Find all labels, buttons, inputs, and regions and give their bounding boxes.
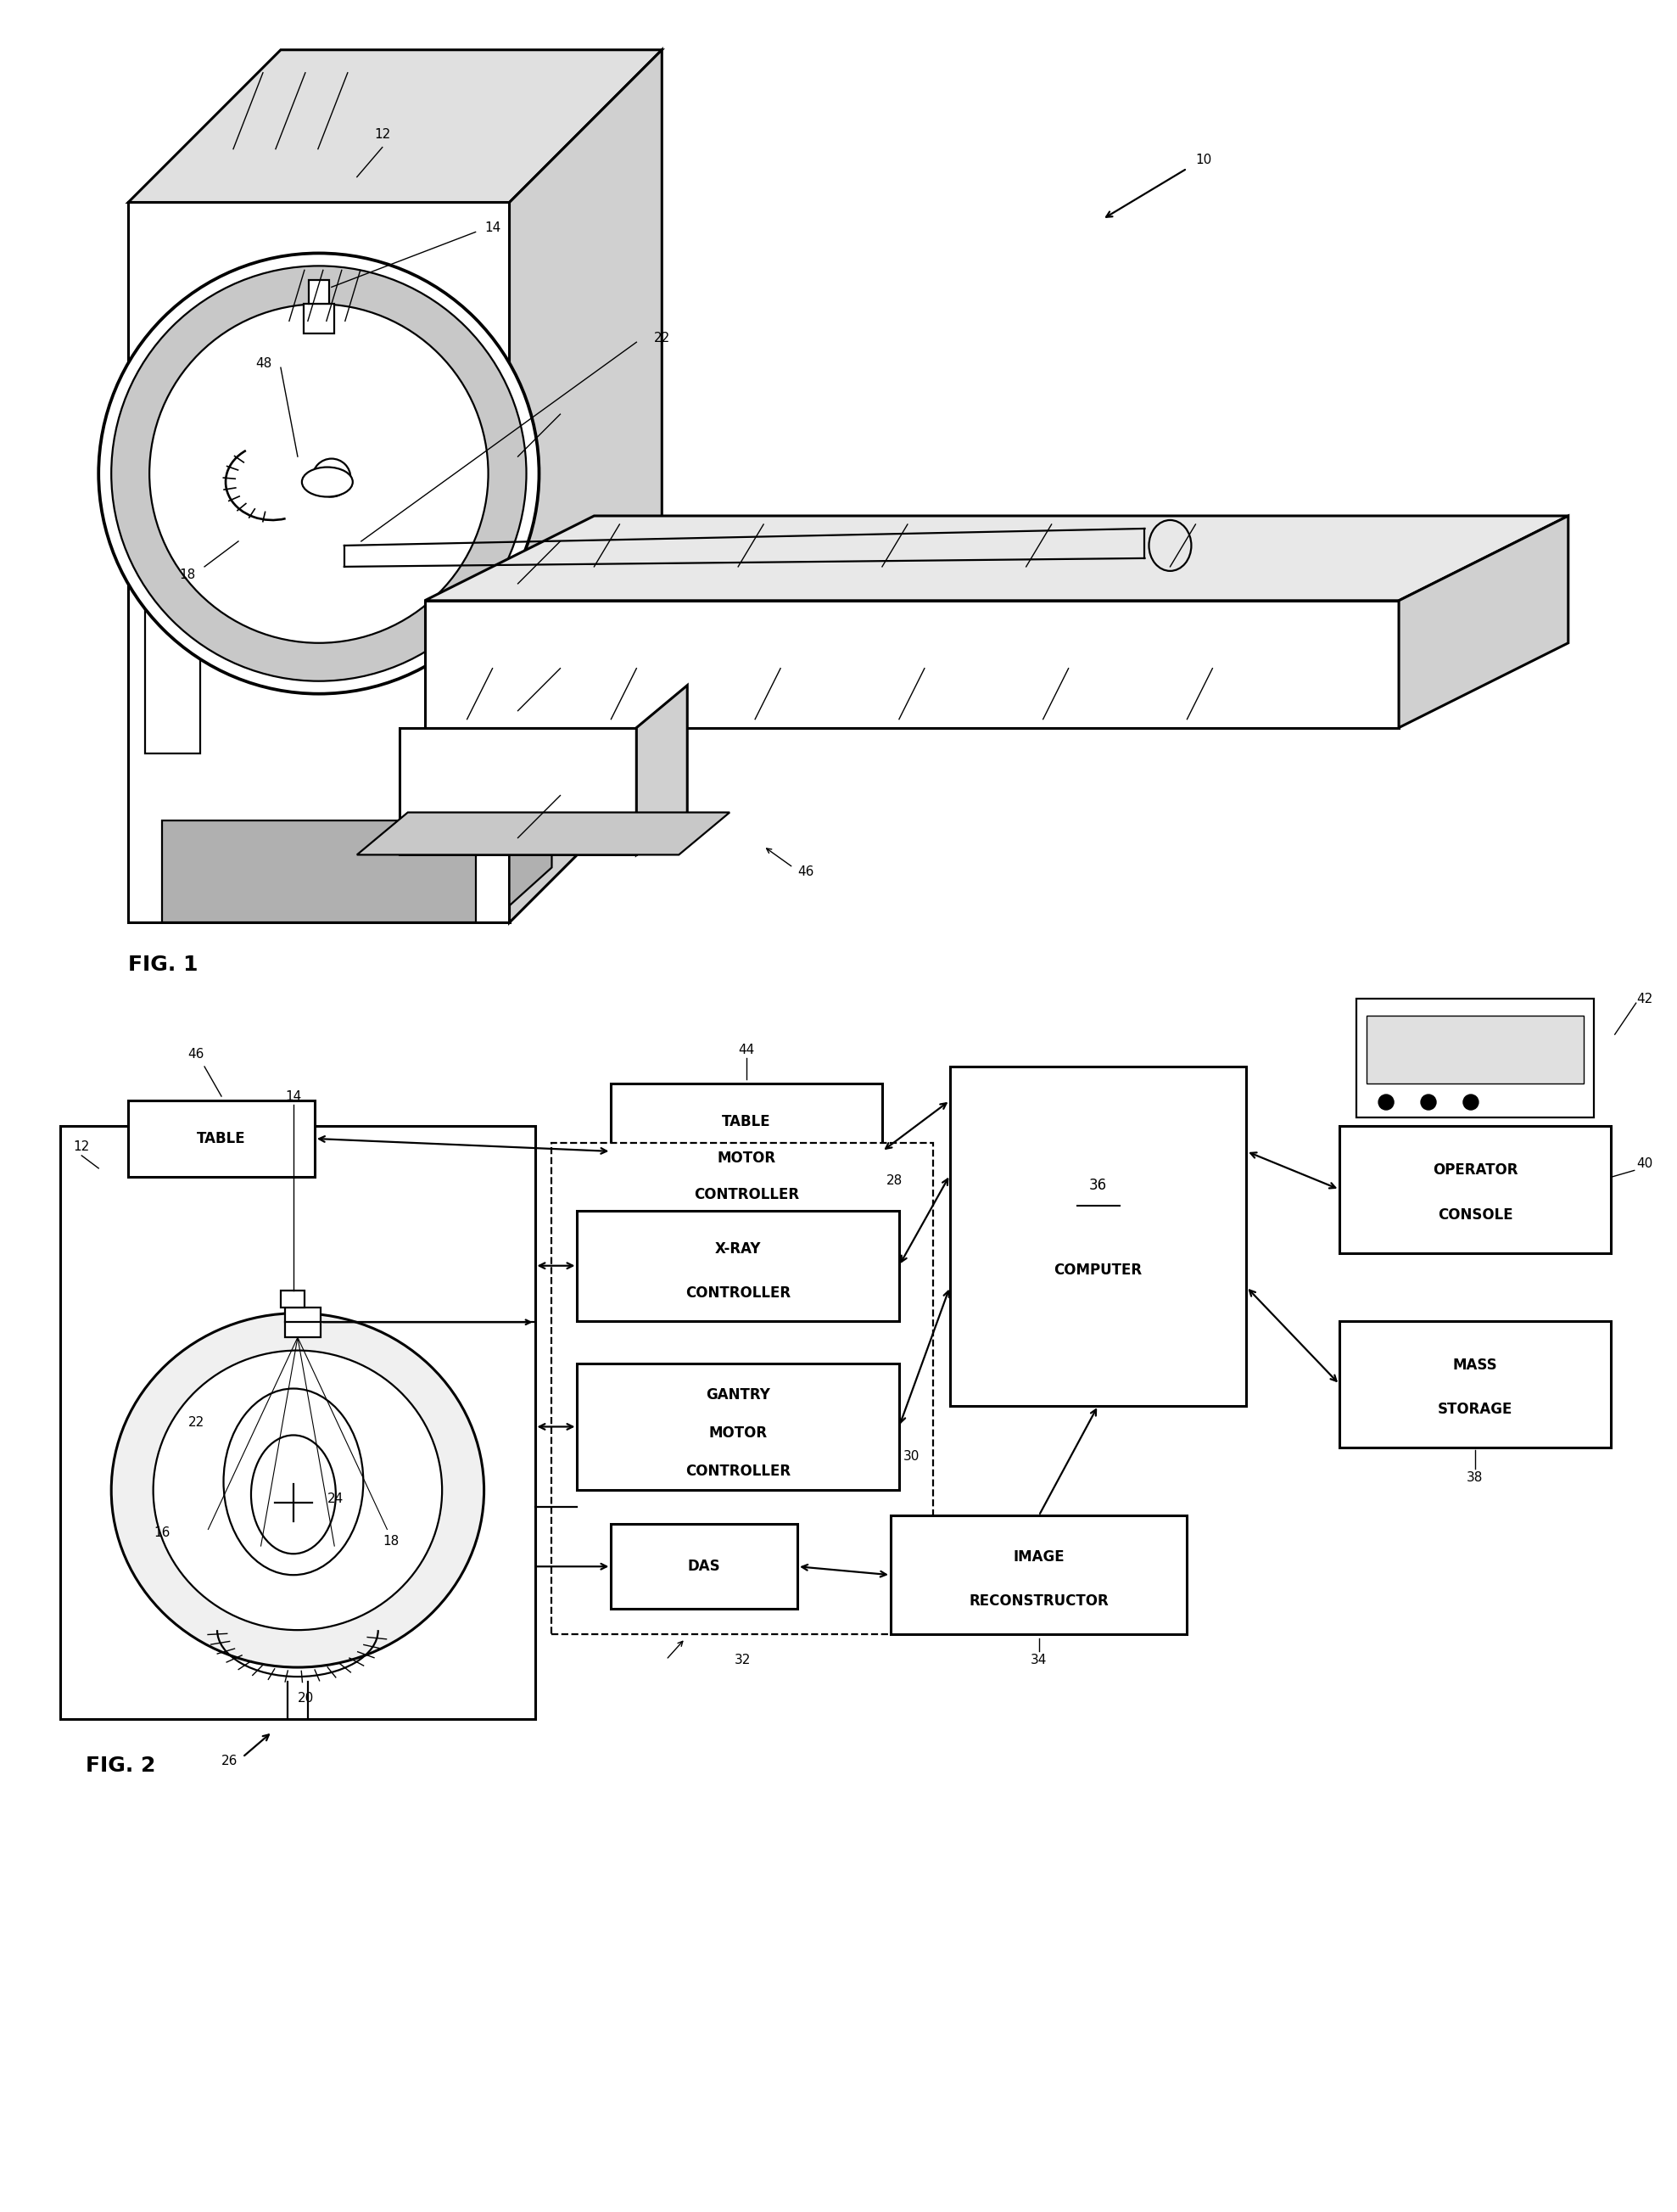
Text: MOTOR: MOTOR — [709, 1425, 768, 1440]
Ellipse shape — [312, 458, 350, 498]
Text: 14: 14 — [285, 1091, 302, 1102]
Bar — [285, 1307, 320, 1338]
Bar — [610, 1084, 882, 1219]
Bar — [280, 1292, 305, 1307]
Text: 22: 22 — [188, 1416, 205, 1429]
Text: CONTROLLER: CONTROLLER — [694, 1188, 800, 1203]
Bar — [1367, 1015, 1583, 1084]
Text: 16: 16 — [154, 1526, 171, 1540]
Text: 28: 28 — [887, 1175, 902, 1188]
Text: RECONSTRUCTOR: RECONSTRUCTOR — [969, 1593, 1108, 1608]
Text: 46: 46 — [188, 1048, 205, 1060]
Polygon shape — [424, 515, 1568, 602]
Polygon shape — [1399, 515, 1568, 728]
Text: MASS: MASS — [1452, 1358, 1498, 1374]
Text: CONTROLLER: CONTROLLER — [686, 1285, 792, 1301]
Text: COMPUTER: COMPUTER — [1053, 1263, 1142, 1279]
Circle shape — [1464, 1095, 1479, 1110]
Circle shape — [99, 252, 538, 695]
Polygon shape — [637, 686, 688, 854]
Ellipse shape — [153, 1352, 443, 1630]
Text: GANTRY: GANTRY — [706, 1387, 770, 1402]
Circle shape — [111, 265, 527, 681]
Bar — [552, 1144, 932, 1635]
Polygon shape — [127, 201, 510, 922]
Bar — [1340, 1126, 1610, 1252]
Bar — [146, 584, 200, 752]
Bar — [1340, 1321, 1610, 1449]
Bar — [304, 303, 334, 334]
Bar — [60, 1126, 535, 1719]
Text: 38: 38 — [1467, 1471, 1482, 1484]
Polygon shape — [510, 801, 552, 905]
Ellipse shape — [252, 1436, 335, 1553]
Bar — [577, 1210, 899, 1321]
Bar — [127, 1102, 315, 1177]
Text: 36: 36 — [1088, 1177, 1107, 1192]
Text: DAS: DAS — [688, 1559, 721, 1575]
Text: TABLE: TABLE — [196, 1130, 247, 1146]
Text: 18: 18 — [179, 568, 196, 582]
Text: STORAGE: STORAGE — [1437, 1402, 1513, 1418]
Polygon shape — [399, 728, 637, 854]
Text: 46: 46 — [798, 865, 813, 878]
Text: 44: 44 — [738, 1044, 755, 1055]
Text: 12: 12 — [374, 128, 391, 142]
Text: IMAGE: IMAGE — [1013, 1551, 1065, 1564]
Bar — [949, 1066, 1246, 1405]
Text: 26: 26 — [221, 1754, 238, 1767]
Ellipse shape — [111, 1314, 485, 1668]
Polygon shape — [127, 51, 662, 201]
Text: 12: 12 — [74, 1141, 91, 1152]
Text: 42: 42 — [1637, 993, 1652, 1004]
Ellipse shape — [302, 467, 352, 498]
Circle shape — [1420, 1095, 1436, 1110]
Ellipse shape — [223, 1389, 364, 1575]
Text: 32: 32 — [735, 1652, 751, 1666]
Text: 40: 40 — [1637, 1157, 1652, 1170]
Polygon shape — [510, 51, 662, 922]
Text: 22: 22 — [654, 332, 671, 345]
Text: 30: 30 — [904, 1451, 921, 1462]
Bar — [890, 1515, 1187, 1635]
Text: MOTOR: MOTOR — [718, 1150, 776, 1166]
Text: TABLE: TABLE — [723, 1115, 771, 1128]
Text: 20: 20 — [299, 1692, 314, 1703]
Text: X-RAY: X-RAY — [714, 1241, 761, 1256]
Bar — [1357, 1000, 1593, 1117]
Text: FIG. 2: FIG. 2 — [86, 1756, 156, 1776]
Circle shape — [149, 303, 488, 644]
Text: CONSOLE: CONSOLE — [1437, 1208, 1513, 1223]
Text: 24: 24 — [327, 1493, 344, 1504]
Bar — [610, 1524, 798, 1608]
Bar — [309, 281, 329, 303]
Text: FIG. 1: FIG. 1 — [127, 956, 198, 975]
Text: 14: 14 — [485, 221, 501, 234]
Text: 48: 48 — [255, 356, 272, 369]
Polygon shape — [357, 812, 729, 854]
Text: 34: 34 — [1031, 1652, 1046, 1666]
Polygon shape — [424, 602, 1399, 728]
Circle shape — [1378, 1095, 1394, 1110]
Text: OPERATOR: OPERATOR — [1432, 1164, 1518, 1179]
Text: CONTROLLER: CONTROLLER — [686, 1464, 792, 1480]
Text: 10: 10 — [1196, 153, 1212, 166]
Bar — [577, 1363, 899, 1491]
Polygon shape — [163, 821, 476, 922]
Text: 18: 18 — [382, 1535, 399, 1548]
